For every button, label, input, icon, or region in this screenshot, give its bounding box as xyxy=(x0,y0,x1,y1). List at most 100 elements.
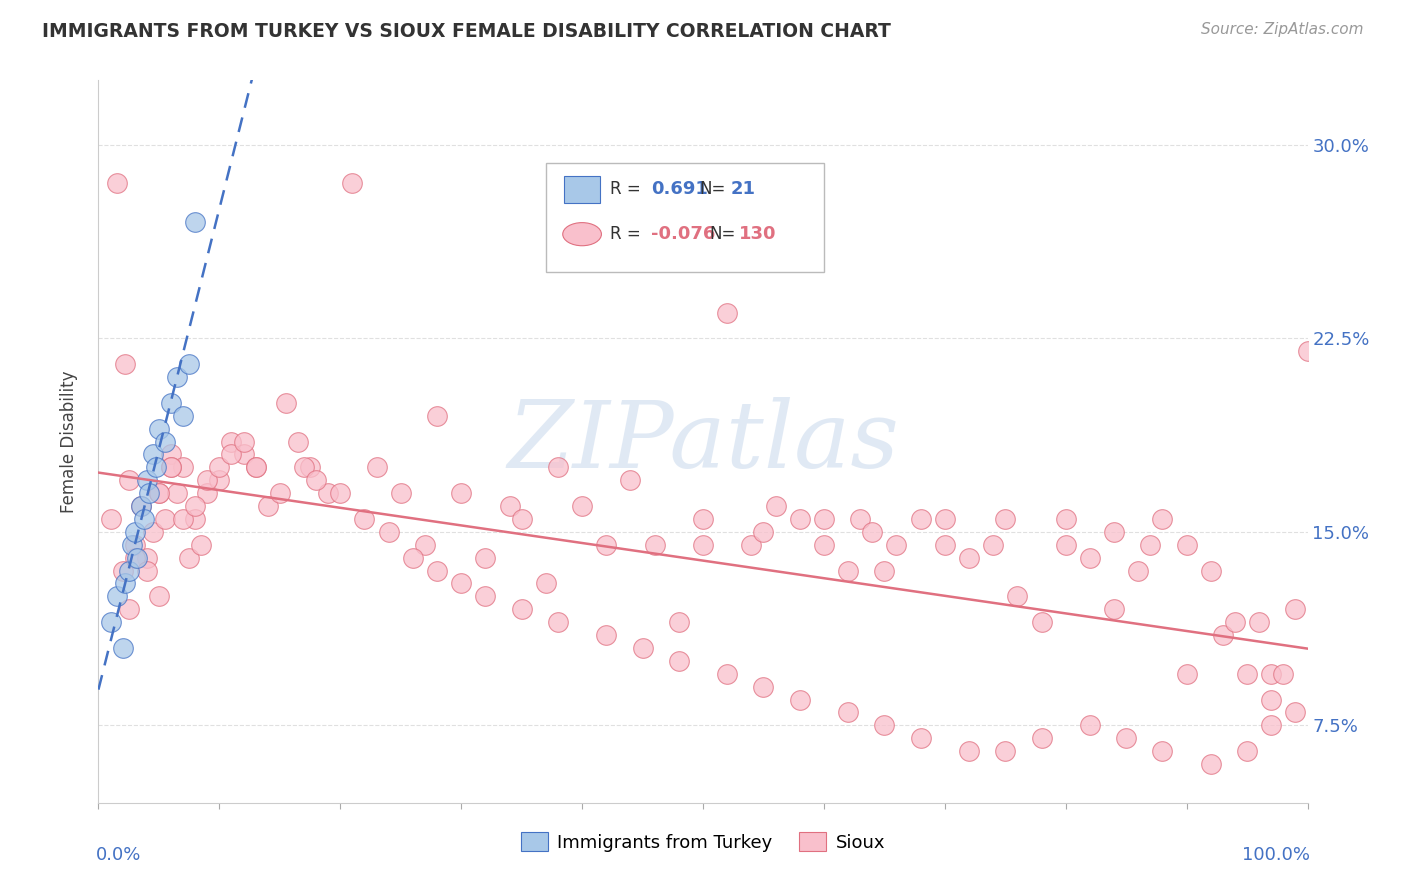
Point xyxy=(316,486,339,500)
Point xyxy=(129,499,152,513)
Point xyxy=(619,473,641,487)
Point xyxy=(172,460,194,475)
Point xyxy=(789,512,811,526)
Legend: Immigrants from Turkey, Sioux: Immigrants from Turkey, Sioux xyxy=(513,825,893,859)
Point xyxy=(129,499,152,513)
Point xyxy=(1152,512,1174,526)
Point xyxy=(366,460,388,475)
Point xyxy=(1296,344,1319,359)
Point xyxy=(127,550,149,565)
Point xyxy=(342,177,364,191)
Point xyxy=(450,486,472,500)
Point xyxy=(377,524,399,539)
Point xyxy=(160,396,183,410)
Point xyxy=(111,564,134,578)
Point xyxy=(166,486,188,500)
Point xyxy=(287,434,309,449)
Point xyxy=(934,512,956,526)
Point xyxy=(426,409,449,423)
Point xyxy=(1260,692,1282,706)
Point xyxy=(208,473,231,487)
Point xyxy=(837,706,859,720)
Point xyxy=(910,512,932,526)
Point xyxy=(692,538,714,552)
Point xyxy=(740,538,762,552)
Text: ZIPatlas: ZIPatlas xyxy=(508,397,898,486)
Point xyxy=(166,370,188,384)
Point xyxy=(765,499,787,513)
Point xyxy=(571,499,593,513)
Point xyxy=(534,576,557,591)
Point xyxy=(353,512,375,526)
Point xyxy=(957,744,980,758)
Point xyxy=(849,512,872,526)
Text: R =: R = xyxy=(610,180,645,198)
Point xyxy=(105,590,128,604)
Point xyxy=(789,692,811,706)
Point xyxy=(135,473,157,487)
Point xyxy=(221,447,243,461)
Point xyxy=(100,615,122,630)
Point xyxy=(498,499,520,513)
Point xyxy=(752,680,775,694)
Point xyxy=(1175,666,1198,681)
Point xyxy=(860,524,883,539)
Point xyxy=(1054,512,1077,526)
Point xyxy=(631,640,654,655)
Point xyxy=(668,654,690,668)
Point xyxy=(1007,590,1029,604)
Point xyxy=(813,538,835,552)
Point xyxy=(172,409,194,423)
Point xyxy=(837,564,859,578)
Point xyxy=(138,486,160,500)
Point xyxy=(886,538,908,552)
Point xyxy=(208,460,231,475)
Point xyxy=(644,538,666,552)
Point xyxy=(142,524,165,539)
Point xyxy=(668,615,690,630)
Point xyxy=(245,460,267,475)
Point xyxy=(190,538,212,552)
Point xyxy=(195,486,218,500)
Point xyxy=(752,524,775,539)
Point xyxy=(595,538,617,552)
Point xyxy=(269,486,291,500)
Point xyxy=(118,602,141,616)
Point xyxy=(221,434,243,449)
Point xyxy=(1223,615,1246,630)
Point xyxy=(232,434,254,449)
Point xyxy=(100,512,122,526)
Y-axis label: Female Disability: Female Disability xyxy=(59,370,77,513)
Point xyxy=(184,215,207,229)
Point xyxy=(547,460,569,475)
Point xyxy=(426,564,449,578)
Point xyxy=(1031,615,1053,630)
Text: 0.0%: 0.0% xyxy=(96,847,142,864)
Point xyxy=(1284,706,1306,720)
Point xyxy=(402,550,425,565)
Point xyxy=(160,460,183,475)
Circle shape xyxy=(562,223,602,245)
Point xyxy=(1078,718,1101,732)
Text: 100.0%: 100.0% xyxy=(1241,847,1310,864)
Point xyxy=(1175,538,1198,552)
Text: N=: N= xyxy=(699,180,725,198)
Point xyxy=(134,512,156,526)
Point xyxy=(994,512,1017,526)
Point xyxy=(148,422,170,436)
Point xyxy=(124,538,146,552)
Point xyxy=(105,177,128,191)
Point xyxy=(179,550,201,565)
Point xyxy=(118,473,141,487)
Point xyxy=(1212,628,1234,642)
Point xyxy=(1260,718,1282,732)
Point xyxy=(1260,666,1282,681)
Point xyxy=(1054,538,1077,552)
Point xyxy=(1249,615,1271,630)
Point xyxy=(124,524,146,539)
Point xyxy=(595,628,617,642)
Point xyxy=(413,538,436,552)
Point xyxy=(957,550,980,565)
Point xyxy=(1284,602,1306,616)
Point xyxy=(474,550,496,565)
